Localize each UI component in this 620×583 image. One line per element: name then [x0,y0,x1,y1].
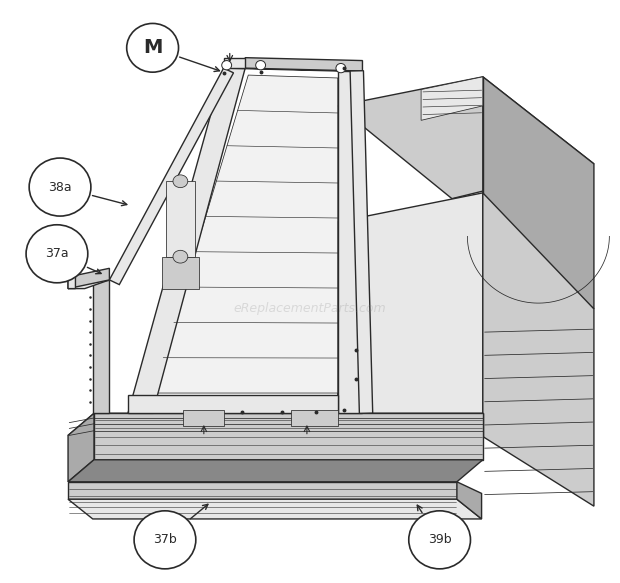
Circle shape [26,225,88,283]
Ellipse shape [173,250,188,263]
Polygon shape [68,499,482,519]
Polygon shape [128,395,338,413]
Text: M: M [143,38,162,57]
Polygon shape [421,77,483,120]
Circle shape [222,61,232,70]
Polygon shape [224,68,363,71]
Circle shape [409,511,471,569]
Polygon shape [94,413,483,460]
Polygon shape [68,268,109,289]
Polygon shape [350,71,373,413]
Polygon shape [68,482,457,499]
Polygon shape [93,280,109,413]
Polygon shape [457,482,482,519]
Polygon shape [224,58,245,68]
Text: 37b: 37b [153,533,177,546]
Circle shape [29,158,91,216]
Polygon shape [68,280,109,289]
Polygon shape [166,181,195,257]
Polygon shape [291,410,338,426]
Polygon shape [483,77,594,309]
Polygon shape [68,413,483,436]
Circle shape [255,61,265,70]
Polygon shape [153,75,338,393]
Polygon shape [68,268,76,289]
Polygon shape [94,413,483,437]
Polygon shape [338,77,594,199]
Polygon shape [68,413,94,482]
Polygon shape [483,193,594,506]
Text: eReplacementParts.com: eReplacementParts.com [234,303,386,315]
Polygon shape [162,257,199,289]
Polygon shape [68,460,483,482]
Circle shape [134,511,196,569]
Polygon shape [338,193,483,460]
Circle shape [336,64,346,73]
Text: 37a: 37a [45,247,69,260]
Text: 39b: 39b [428,533,451,546]
Polygon shape [338,71,363,413]
Polygon shape [245,58,363,71]
Text: 38a: 38a [48,181,72,194]
Polygon shape [184,410,224,426]
Polygon shape [109,68,234,285]
Polygon shape [128,68,245,413]
Ellipse shape [173,175,188,188]
Circle shape [126,23,179,72]
